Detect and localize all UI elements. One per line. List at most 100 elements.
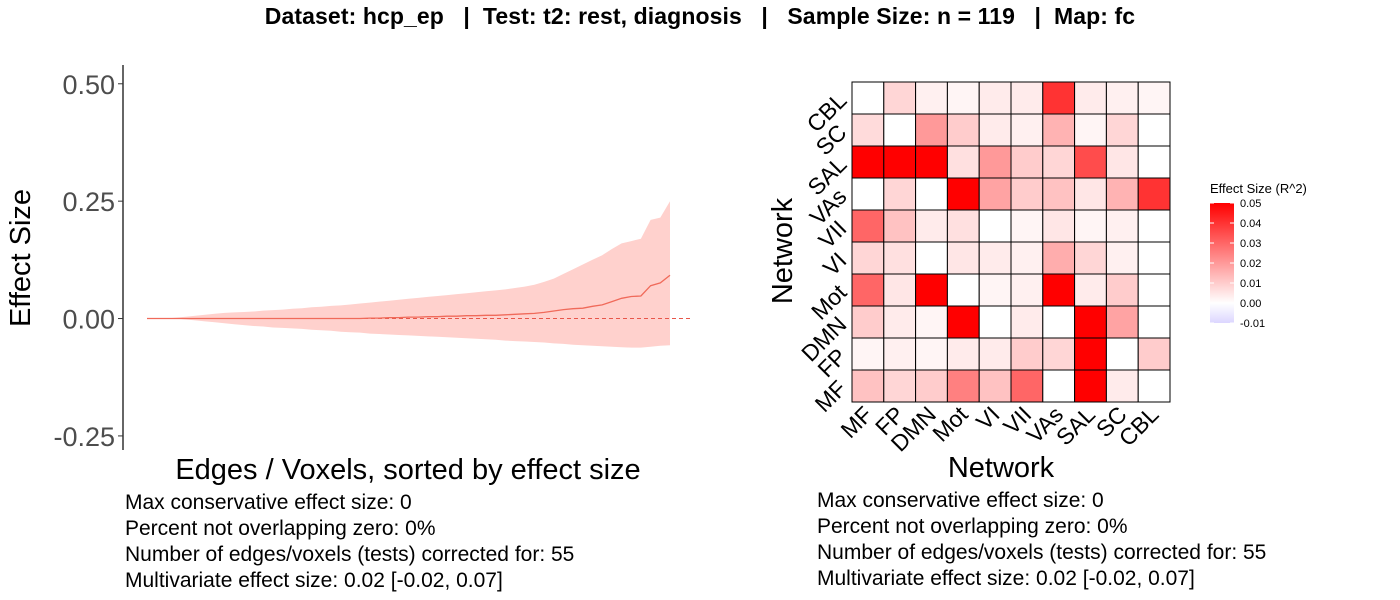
heatmap-cell: [915, 273, 948, 307]
heatmap-cell: [1074, 113, 1107, 147]
heatmap-cell: [915, 241, 948, 275]
heatmap-cell: [915, 145, 948, 179]
y-tick-label: 0.00: [62, 305, 115, 335]
heatmap-cell: [978, 113, 1012, 147]
heatmap-cell: [1105, 113, 1139, 147]
heatmap-cell: [946, 369, 980, 403]
heatmap-cell: [978, 209, 1012, 243]
heatmap-cell: [978, 81, 1012, 115]
heatmap-cell: [883, 273, 917, 307]
heatmap-cell: [1042, 305, 1076, 339]
heatmap-cell: [946, 145, 980, 179]
heatmap-cell: [883, 305, 917, 339]
stats-right: Max conservative effect size: 0 Percent …: [817, 488, 1266, 592]
x-axis-title: Edges / Voxels, sorted by effect size: [175, 454, 640, 486]
heatmap-cell: [1010, 209, 1044, 243]
heatmap-cell: [1105, 209, 1139, 243]
heatmap-cell: [946, 337, 980, 371]
figure-title: Dataset: hcp_ep | Test: t2: rest, diagno…: [264, 3, 1136, 29]
heatmap-cell: [1137, 177, 1171, 211]
heatmap-cell: [1105, 177, 1139, 211]
heatmap-cell: [1074, 145, 1107, 179]
heatmap-cell: [1010, 113, 1044, 147]
heatmap-cell: [1010, 369, 1044, 403]
y-tick-label: 0.50: [62, 70, 115, 100]
confidence-ribbon: [147, 201, 670, 348]
heatmap-cell: [883, 113, 917, 147]
heatmap-y-title: Network: [767, 197, 799, 304]
y-tick-label: -0.25: [53, 422, 115, 452]
heatmap-cell: [1137, 369, 1171, 403]
heatmap-cell: [883, 241, 917, 275]
heatmap-cell: [1105, 145, 1139, 179]
heatmap-cell: [1137, 273, 1171, 307]
legend-tick-label: 0.05: [1240, 198, 1261, 210]
heatmap-cell: [1042, 337, 1076, 371]
legend-tick-label: 0.04: [1240, 218, 1261, 230]
heatmap-cell: [1010, 241, 1044, 275]
heatmap-cell: [1074, 177, 1107, 211]
heatmap-cell: [883, 209, 917, 243]
heatmap-cell: [851, 177, 885, 211]
legend-tick-label: 0.03: [1240, 238, 1261, 250]
legend-tick-label: -0.01: [1240, 318, 1265, 330]
heatmap-cell: [1105, 241, 1139, 275]
heatmap-cell: [851, 81, 885, 115]
heatmap-cell: [851, 145, 885, 179]
heatmap-cell: [1137, 305, 1171, 339]
heatmap-cell: [1137, 337, 1171, 371]
heatmap-x-title: Network: [948, 452, 1055, 484]
effect-size-line-chart: 0.50 0.25 0.00 -0.25 Effect Size Edges / Voxe…: [5, 65, 690, 486]
heatmap-cell: [1042, 369, 1076, 403]
heatmap-cell: [883, 177, 917, 211]
stats-left: Max conservative effect size: 0 Percent …: [125, 490, 574, 594]
heatmap-cell: [1137, 113, 1171, 147]
heatmap-cell: [978, 369, 1012, 403]
stat-line: Max conservative effect size: 0: [125, 491, 412, 514]
heatmap-cell: [1010, 177, 1044, 211]
heatmap-cell: [946, 113, 980, 147]
heatmap-cell: [1010, 81, 1044, 115]
heatmap-cell: [1137, 81, 1171, 115]
heatmap-legend: Effect Size (R^2) 0.05 0.04 0.03 0.02 0.01 0.0…: [1210, 181, 1307, 330]
heatmap-cell: [1042, 273, 1076, 307]
heatmap-cell: [978, 273, 1012, 307]
heatmap-cell: [883, 369, 917, 403]
heatmap-cell: [1105, 369, 1139, 403]
heatmap-cell: [1074, 241, 1107, 275]
heatmap-cell: [1010, 337, 1044, 371]
heatmap-cell: [1137, 209, 1171, 243]
y-tick-label: 0.25: [62, 187, 115, 217]
legend-tick-label: 0.02: [1240, 258, 1261, 270]
heatmap-cell: [1042, 81, 1076, 115]
heatmap-cell: [1105, 305, 1139, 339]
heatmap-cell: [1074, 273, 1107, 307]
stat-line: Percent not overlapping zero: 0%: [817, 515, 1128, 538]
heatmap-cell: [883, 145, 917, 179]
heatmap-cell: [1105, 81, 1139, 115]
stat-line: Percent not overlapping zero: 0%: [125, 517, 436, 540]
heatmap-cell: [1042, 177, 1076, 211]
stat-line: Number of edges/voxels (tests) corrected…: [817, 541, 1267, 564]
heatmap-cell: [1074, 209, 1107, 243]
heatmap-cell: [915, 113, 948, 147]
heatmap-cell: [946, 177, 980, 211]
heatmap-cell: [1074, 369, 1107, 403]
legend-tick-label: 0.00: [1240, 298, 1261, 310]
heatmap-cell: [851, 241, 885, 275]
heatmap-cell: [915, 369, 948, 403]
stat-line: Multivariate effect size: 0.02 [-0.02, 0…: [125, 569, 503, 592]
effect-size-line: [147, 274, 671, 320]
heatmap-cell: [1105, 273, 1139, 307]
y-axis-title: Effect Size: [5, 189, 37, 327]
heatmap-cell: [851, 113, 885, 147]
heatmap-cell: [1074, 305, 1107, 339]
heatmap-cell: [1042, 145, 1076, 179]
network-heatmap: CBLSCSALVAsVIIVIMotDMNFPMFMFFPDMNMotVIVI…: [767, 81, 1171, 484]
heatmap-cell: [1074, 81, 1107, 115]
heatmap-cell: [978, 241, 1012, 275]
heatmap-cell: [915, 305, 948, 339]
heatmap-cell: [915, 337, 948, 371]
heatmap-x-label: CBL: [1114, 401, 1164, 451]
